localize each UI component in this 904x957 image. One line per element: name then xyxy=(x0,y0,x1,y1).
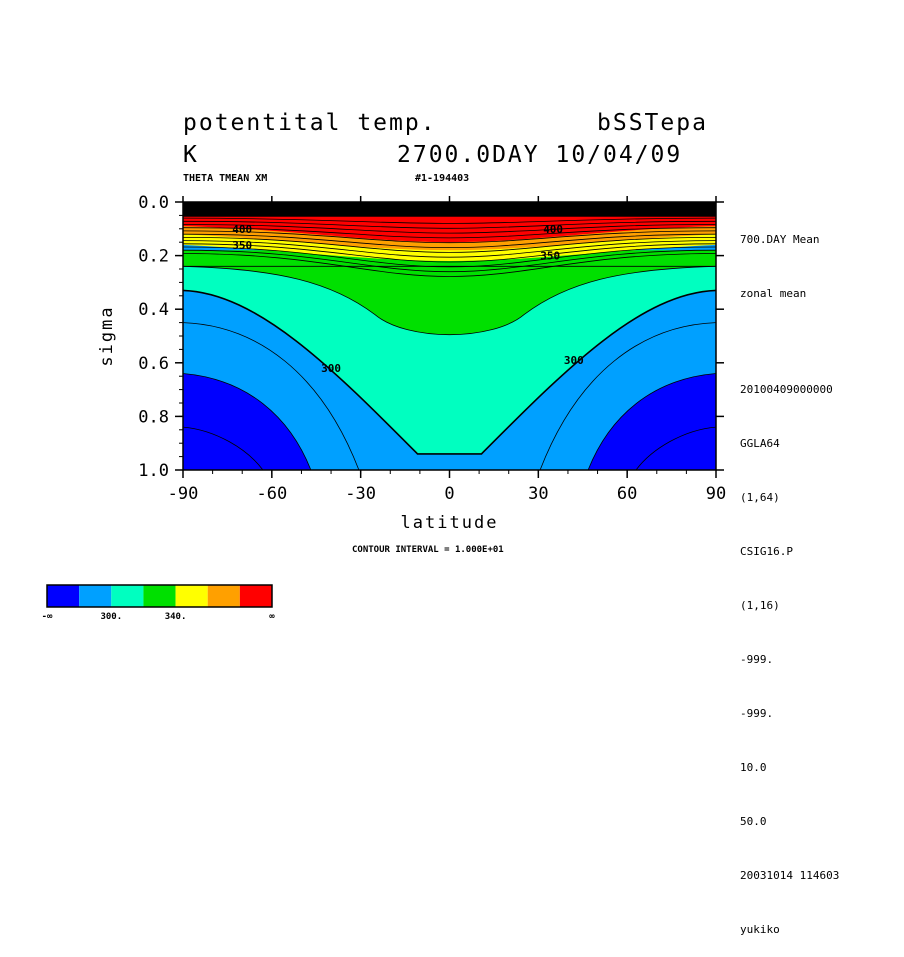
fill-band-340 xyxy=(183,250,716,335)
side-info-line: (1,16) xyxy=(740,599,780,612)
contour-line xyxy=(182,230,717,244)
contour-label: 400 xyxy=(232,223,252,236)
side-info-line: 10.0 xyxy=(740,761,767,774)
contour-line xyxy=(182,322,360,471)
fill-band-300 xyxy=(183,266,716,454)
fill-band-top xyxy=(183,202,716,217)
side-info-line: yukiko xyxy=(740,923,780,936)
x-tick-label: 30 xyxy=(528,484,548,504)
y-tick-label: 1.0 xyxy=(138,461,169,481)
contour-label: 350 xyxy=(540,250,560,263)
colorbar-swatch xyxy=(111,585,144,607)
contour-line xyxy=(182,240,717,258)
colorbar-swatch xyxy=(175,585,208,607)
colorbar-label: -∞ xyxy=(42,612,53,622)
contour-line xyxy=(182,373,312,471)
y-tick-label: 0.8 xyxy=(138,407,169,427)
contour-label: 300 xyxy=(321,362,341,375)
contour-interval-label: CONTOUR INTERVAL = 1.000E+01 xyxy=(352,545,504,555)
contour-label: 350 xyxy=(232,239,252,252)
contour-lines xyxy=(182,217,717,471)
contour-line xyxy=(182,426,264,471)
colorbar-swatch xyxy=(47,585,80,607)
x-tick-label: -30 xyxy=(345,484,376,504)
axes: -90 -60 -30 0 30 60 90 0.0 0.2 0.4 0.6 0.8 1.0 latitu… xyxy=(97,193,726,533)
x-tick-label: 90 xyxy=(706,484,726,504)
contour-line xyxy=(635,426,717,471)
fill-band-cold-left xyxy=(183,373,311,470)
colorbar-frame xyxy=(46,584,273,608)
variable-label: THETA TMEAN XM xyxy=(183,173,268,184)
side-info-line: 20031014 114603 xyxy=(740,869,840,882)
contour-line xyxy=(587,373,717,471)
contour-line xyxy=(182,233,717,249)
side-info-line: CSIG16.P xyxy=(740,545,793,558)
contour-label: 450 xyxy=(440,204,460,217)
contour-line xyxy=(182,227,717,239)
contour-line xyxy=(182,237,717,253)
contour-fills xyxy=(183,202,716,470)
contour-chart: 300 300 350 350 500 450 400 400 -90 -60 -30 0 30 60 9… xyxy=(42,193,727,622)
side-info-line: -999. xyxy=(740,707,774,720)
colorbar-label: 340. xyxy=(165,612,187,622)
y-tick-label: 0.0 xyxy=(138,193,169,213)
experiment-name: bSSTepa xyxy=(597,110,708,136)
run-id-label: #1-194403 xyxy=(415,173,470,184)
x-tick-label: 60 xyxy=(617,484,637,504)
colorbar-swatch xyxy=(143,585,176,607)
x-tick-label: -90 xyxy=(168,484,199,504)
y-tick-label: 0.4 xyxy=(138,300,169,320)
colorbar-swatch xyxy=(207,585,240,607)
side-info-top: 700.DAY Mean zonal mean xyxy=(740,195,819,321)
x-tick-label: -60 xyxy=(256,484,287,504)
side-info-line: 50.0 xyxy=(740,815,767,828)
x-tick-label: 0 xyxy=(444,484,454,504)
time-label: 2700.0DAY 10/04/09 xyxy=(397,142,683,168)
y-tick-label: 0.6 xyxy=(138,354,169,374)
side-info-line: GGLA64 xyxy=(740,437,780,450)
chart-title: potentital temp. xyxy=(183,110,437,136)
contour-label: 500 xyxy=(232,204,252,217)
contour-line xyxy=(182,253,717,277)
contour-line xyxy=(182,246,717,268)
fill-band-cold-right xyxy=(588,373,716,470)
fill-band-red xyxy=(183,210,716,243)
colorbar-label: ∞ xyxy=(269,612,275,622)
contour-line xyxy=(182,265,717,335)
contour-label: 400 xyxy=(543,223,563,236)
contour-line xyxy=(182,224,717,234)
contour-line xyxy=(182,220,717,229)
contour-line xyxy=(182,217,717,224)
contour-label: 300 xyxy=(564,354,584,367)
contour-line xyxy=(182,249,717,273)
colorbar-label: 300. xyxy=(100,612,122,622)
contour-labels: 300 300 350 350 500 450 400 400 xyxy=(232,204,584,375)
contour-line xyxy=(539,322,717,471)
contour-line xyxy=(182,243,717,263)
y-tick-label: 0.2 xyxy=(138,247,169,267)
colorbar-swatch xyxy=(239,585,272,607)
contour-line xyxy=(182,289,717,455)
side-info-line: (1,64) xyxy=(740,491,780,504)
side-info-line: 20100409000000 xyxy=(740,383,833,396)
y-axis-label: sigma xyxy=(97,305,117,366)
side-info-line: 700.DAY Mean xyxy=(740,233,820,246)
unit-label: K xyxy=(183,142,199,168)
colorbar: -∞ 300. 340. ∞ xyxy=(42,584,275,622)
x-axis-label: latitude xyxy=(401,513,499,533)
colorbar-swatch xyxy=(79,585,112,607)
side-info-line: zonal mean xyxy=(740,287,807,300)
